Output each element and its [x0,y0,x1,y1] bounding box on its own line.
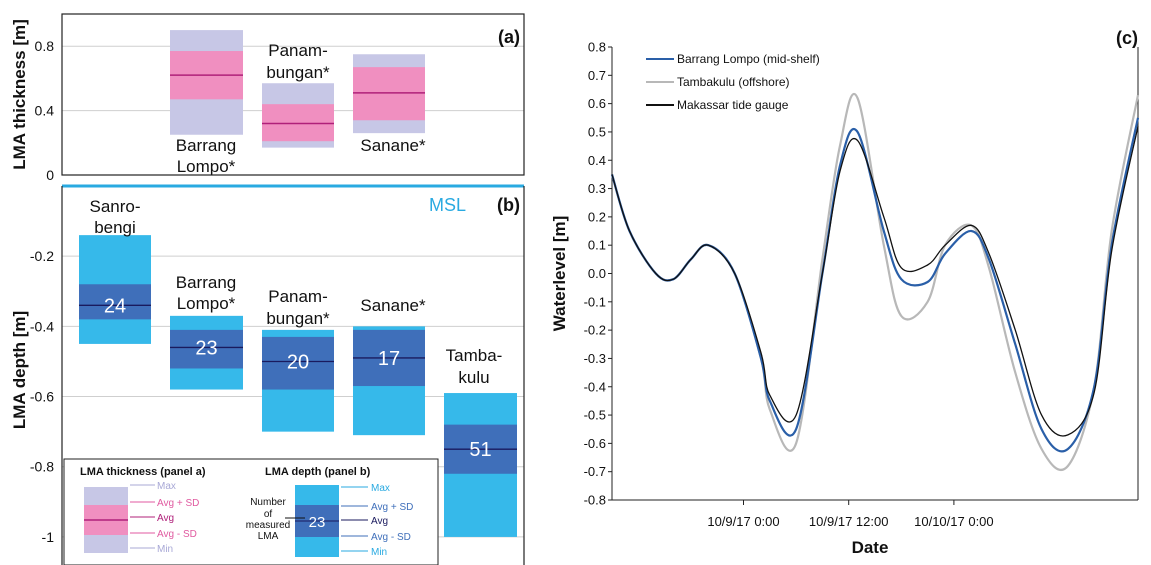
legend-a-label: Max [157,481,176,492]
legend-b-label: Avg [371,516,388,527]
series-line-1 [610,92,1140,472]
site-label: Tamba- [446,346,503,365]
sd-box [262,336,334,390]
legend-label: Makassar tide gauge [677,98,789,112]
site-label: Barrang [176,273,236,292]
site-label: bengi [94,218,136,237]
box-0: 24 Sanro-bengi [79,197,151,344]
panel-a: 0 0.4 0.8 Barrang Lompo* Panam-bungan* Sanane*… [10,13,525,183]
legend-label: Barrang Lompo (mid-shelf) [677,52,820,66]
site-label: Panam- [268,287,328,306]
box-1: 23 Barrang Lompo* [170,273,243,390]
y-tick-label: -0.7 [584,464,606,479]
box-0: Barrang Lompo* [170,30,243,176]
y-tick-label: -0.5 [584,408,606,423]
sd-box [353,67,425,121]
panel-label: (a) [498,27,520,47]
y-tick-label: 0.8 [35,38,55,54]
count-label: 20 [287,351,309,373]
legend-b-label: Avg + SD [371,502,413,513]
y-tick-label: 0.5 [588,124,606,139]
count-label: 51 [469,439,491,461]
site-label: Panam- [268,41,328,60]
legend-b-label: Max [371,483,390,494]
y-axis-title: Waterlevel [m] [550,216,569,332]
box-4: 51 Tamba-kulu [444,346,517,537]
panel-label: (c) [1116,28,1138,48]
x-tick-label: 10/9/17 12:00 [809,514,889,529]
y-tick-label: 0 [46,167,54,183]
site-label: Barrang [176,136,236,155]
legend-b-count: 23 [309,514,326,531]
legend-b-label: Min [371,547,387,558]
legend-b-note: measured [246,520,290,531]
box-1: Panam-bungan* [262,41,334,148]
y-tick-label: -0.4 [584,379,606,394]
y-tick-label: -0.2 [584,323,606,338]
y-tick-label: 0.1 [588,238,606,253]
panel-label: (b) [497,195,520,215]
y-tick-label: 0.7 [588,68,606,83]
legend-box: LMA thickness (panel a) LMA depth (panel … [63,458,439,565]
x-tick-label: 10/9/17 0:00 [707,514,779,529]
y-tick-label: -1 [42,529,55,545]
legend-a-label: Avg + SD [157,498,199,509]
count-label: 24 [104,295,126,317]
x-axis-title: Date [852,538,889,557]
series-line-0 [610,117,1140,453]
y-tick-label: 0.3 [588,181,606,196]
site-label: bungan* [266,63,330,82]
sd-box [170,329,243,369]
y-tick-label: -0.8 [30,459,54,475]
legend-a-title: LMA thickness (panel a) [80,466,206,478]
plot-frame [61,13,525,176]
legend-a-label: Avg [157,513,174,524]
y-axis-title: LMA depth [m] [10,311,29,429]
y-tick-label: -0.6 [584,436,606,451]
x-tick-label: 10/10/17 0:00 [914,514,994,529]
y-tick-label: -0.8 [584,493,606,508]
y-tick-label: 0.6 [588,96,606,111]
y-tick-label: -0.4 [30,318,54,334]
site-label: bungan* [266,309,330,328]
box-2: Sanane* [353,54,426,155]
y-tick-label: -0.6 [30,389,54,405]
panel-b: -1 -0.8 -0.6 -0.4 -0.2 MSL (b) 24 Sanro-bengi 23 B… [10,184,525,565]
box-3: 17 Sanane* [353,296,426,436]
count-label: 23 [195,337,217,359]
y-axis-title: LMA thickness [m] [10,19,29,170]
site-label: Sanro- [89,197,140,216]
site-label: Sanane* [360,136,426,155]
legend-b-note: LMA [258,531,279,542]
box-2: 20 Panam-bungan* [262,287,334,432]
y-tick-label: -0.1 [584,294,606,309]
site-label: Sanane* [360,296,426,315]
y-tick-label: 0.4 [588,153,606,168]
legend-b-title: LMA depth (panel b) [265,466,371,478]
count-label: 17 [378,348,400,370]
y-tick-label: 0.2 [588,209,606,224]
site-label: Lompo* [177,157,236,176]
site-label: Lompo* [177,294,236,313]
legend-label: Tambakulu (offshore) [677,75,790,89]
y-tick-label: 0.0 [588,266,606,281]
legend-b-note: Number [250,497,286,508]
sd-box [79,284,151,320]
legend-b-label: Avg - SD [371,532,411,543]
msl-label: MSL [429,195,466,215]
site-label: kulu [458,368,489,387]
panel-c: -0.8 -0.7 -0.6 -0.5 -0.4 -0.3 -0.2 -0.1 0.0 0.1 0.… [550,28,1140,557]
y-tick-label: 0.4 [35,103,55,119]
y-tick-label: -0.3 [584,351,606,366]
sd-box [262,104,334,142]
y-tick-label: 0.8 [588,40,606,55]
y-tick-label: -0.2 [30,248,54,264]
series-line-2 [611,126,1139,437]
legend-a-label: Avg - SD [157,529,197,540]
legend-b-note: of [264,509,273,520]
legend-a-label: Min [157,544,173,555]
